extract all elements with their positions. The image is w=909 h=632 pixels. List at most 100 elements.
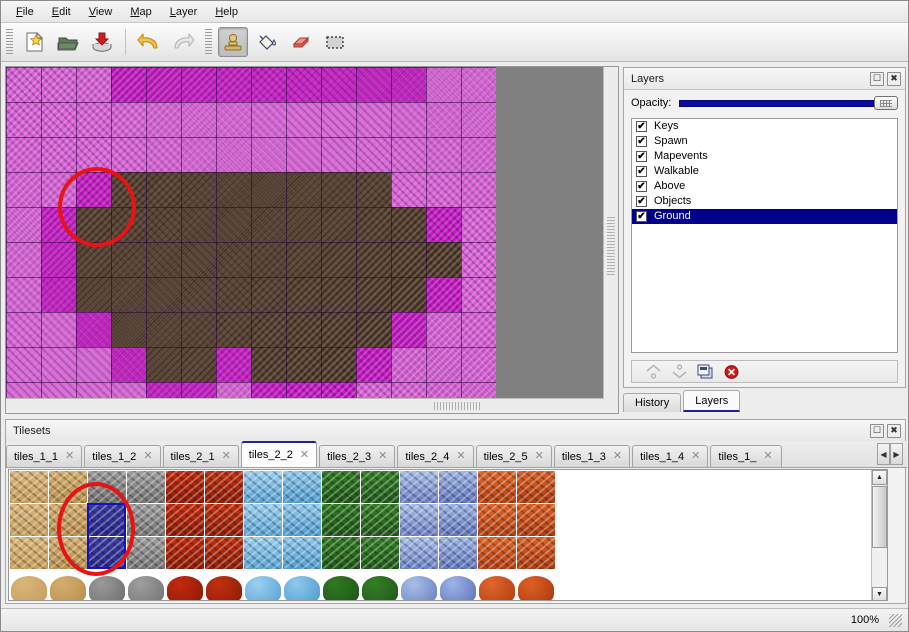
- map-viewport[interactable]: [6, 67, 604, 399]
- palette-tile[interactable]: [127, 471, 165, 503]
- palette-tile-selected[interactable]: [88, 504, 126, 536]
- layer-visibility-checkbox[interactable]: ✔: [636, 120, 647, 132]
- palette-tile[interactable]: [10, 537, 48, 569]
- palette-tile[interactable]: [244, 570, 282, 600]
- palette-tile[interactable]: [400, 504, 438, 536]
- tileset-tab-close-icon[interactable]: ✕: [763, 450, 773, 462]
- undo-arrow-icon[interactable]: [134, 27, 164, 57]
- palette-tile[interactable]: [322, 570, 360, 600]
- palette-tile[interactable]: [205, 504, 243, 536]
- toolbar-drag-handle[interactable]: [6, 29, 13, 55]
- redo-arrow-icon[interactable]: [168, 27, 198, 57]
- menu-edit[interactable]: Edit: [51, 5, 71, 18]
- tileset-tab-close-icon[interactable]: ✕: [534, 450, 544, 462]
- menu-view[interactable]: View: [88, 5, 113, 18]
- stamp-tool-icon[interactable]: [218, 27, 248, 57]
- menu-file[interactable]: File: [16, 5, 34, 18]
- bucket-fill-icon[interactable]: [252, 27, 282, 57]
- delete-layer-icon[interactable]: [718, 362, 744, 381]
- palette-tile[interactable]: [10, 504, 48, 536]
- palette-tile[interactable]: [322, 504, 360, 536]
- tileset-tab-close-icon[interactable]: ✕: [65, 450, 75, 462]
- palette-tile[interactable]: [166, 504, 204, 536]
- open-folder-icon[interactable]: [53, 27, 83, 57]
- rectangle-select-icon[interactable]: [320, 27, 350, 57]
- dock-tab-history[interactable]: History: [623, 393, 682, 412]
- palette-tile[interactable]: [361, 504, 399, 536]
- layer-row-objects[interactable]: ✔ Objects: [632, 194, 897, 209]
- palette-tile[interactable]: [244, 537, 282, 569]
- palette-tile[interactable]: [205, 570, 243, 600]
- tileset-tab-tiles_2_1[interactable]: tiles_2_1 ✕: [162, 445, 239, 467]
- tileset-tab-tiles_1_3[interactable]: tiles_1_3 ✕: [553, 445, 631, 467]
- palette-tile[interactable]: [127, 570, 165, 600]
- layer-visibility-checkbox[interactable]: ✔: [636, 150, 647, 162]
- resize-grip-icon[interactable]: [889, 613, 902, 627]
- palette-tile[interactable]: [517, 504, 555, 536]
- palette-tile[interactable]: [10, 471, 48, 503]
- tileset-tab-tiles_1_4[interactable]: tiles_1_4 ✕: [632, 445, 709, 467]
- menu-layer[interactable]: Layer: [169, 5, 198, 18]
- palette-tile[interactable]: [10, 570, 48, 600]
- new-file-icon[interactable]: [19, 27, 49, 57]
- layer-visibility-checkbox[interactable]: ✔: [636, 135, 647, 147]
- palette-tile[interactable]: [166, 537, 204, 569]
- tileset-tab-tiles_2_2[interactable]: tiles_2_2 ✕: [240, 441, 318, 467]
- tileset-tab-close-icon[interactable]: ✕: [456, 450, 466, 462]
- opacity-slider-handle[interactable]: [874, 96, 899, 110]
- tileset-tab-close-icon[interactable]: ✕: [612, 450, 623, 462]
- palette-tile[interactable]: [478, 504, 516, 536]
- dock-tab-layers[interactable]: Layers: [683, 390, 741, 412]
- close-icon[interactable]: ✖: [887, 423, 901, 438]
- palette-tile[interactable]: [361, 570, 399, 600]
- palette-tile[interactable]: [283, 570, 321, 600]
- palette-tile[interactable]: [400, 537, 438, 569]
- palette-tile[interactable]: [205, 537, 243, 569]
- toolbar-drag-handle-2[interactable]: [205, 29, 212, 55]
- palette-tile[interactable]: [127, 504, 165, 536]
- palette-tile[interactable]: [205, 471, 243, 503]
- palette-tile[interactable]: [49, 537, 87, 569]
- palette-tile[interactable]: [244, 471, 282, 503]
- map-hscroll-thumb[interactable]: [434, 402, 480, 410]
- palette-tile[interactable]: [88, 570, 126, 600]
- palette-tile[interactable]: [400, 471, 438, 503]
- tileset-tab-tiles_2_5[interactable]: tiles_2_5 ✕: [475, 445, 552, 467]
- save-disk-icon[interactable]: [87, 27, 117, 57]
- tileset-tab-tiles_1_[interactable]: tiles_1_ ✕: [710, 445, 783, 467]
- palette-tile[interactable]: [439, 537, 477, 569]
- palette-vertical-scrollbar[interactable]: ▲ ▼: [871, 470, 887, 600]
- tileset-tab-close-icon[interactable]: ✕: [691, 450, 701, 462]
- palette-tile[interactable]: [49, 471, 87, 503]
- palette-tile[interactable]: [478, 570, 516, 600]
- menu-map[interactable]: Map: [130, 5, 152, 18]
- palette-tile[interactable]: [283, 471, 321, 503]
- tileset-tab-close-icon[interactable]: ✕: [221, 450, 231, 462]
- palette-tile[interactable]: [517, 471, 555, 503]
- palette-tile[interactable]: [439, 504, 477, 536]
- palette-tile[interactable]: [478, 471, 516, 503]
- palette-scroll-down-button[interactable]: ▼: [872, 587, 887, 600]
- tileset-tab-tiles_1_2[interactable]: tiles_1_2 ✕: [84, 445, 161, 467]
- palette-tile-selected[interactable]: [88, 537, 126, 569]
- tileset-tab-close-icon[interactable]: ✕: [143, 450, 153, 462]
- layer-row-spawn[interactable]: ✔ Spawn: [632, 134, 897, 149]
- float-window-icon[interactable]: ☐: [870, 71, 884, 86]
- palette-tile[interactable]: [361, 471, 399, 503]
- palette-tile[interactable]: [517, 537, 555, 569]
- palette-tile[interactable]: [361, 537, 399, 569]
- palette-tile[interactable]: [439, 471, 477, 503]
- palette-tile[interactable]: [283, 504, 321, 536]
- tileset-tab-close-icon[interactable]: ✕: [299, 448, 310, 461]
- palette-scroll-thumb[interactable]: [872, 486, 887, 548]
- menu-help[interactable]: Help: [215, 5, 238, 18]
- tab-scroll-right-button[interactable]: ▶: [890, 443, 903, 465]
- eraser-icon[interactable]: [286, 27, 316, 57]
- palette-tile[interactable]: [49, 504, 87, 536]
- layer-row-walkable[interactable]: ✔ Walkable: [632, 164, 897, 179]
- palette-tile[interactable]: [322, 537, 360, 569]
- palette-tile[interactable]: [49, 570, 87, 600]
- map-tiles[interactable]: [6, 67, 496, 399]
- palette-tile[interactable]: [517, 570, 555, 600]
- tileset-tab-tiles_2_3[interactable]: tiles_2_3 ✕: [319, 445, 396, 467]
